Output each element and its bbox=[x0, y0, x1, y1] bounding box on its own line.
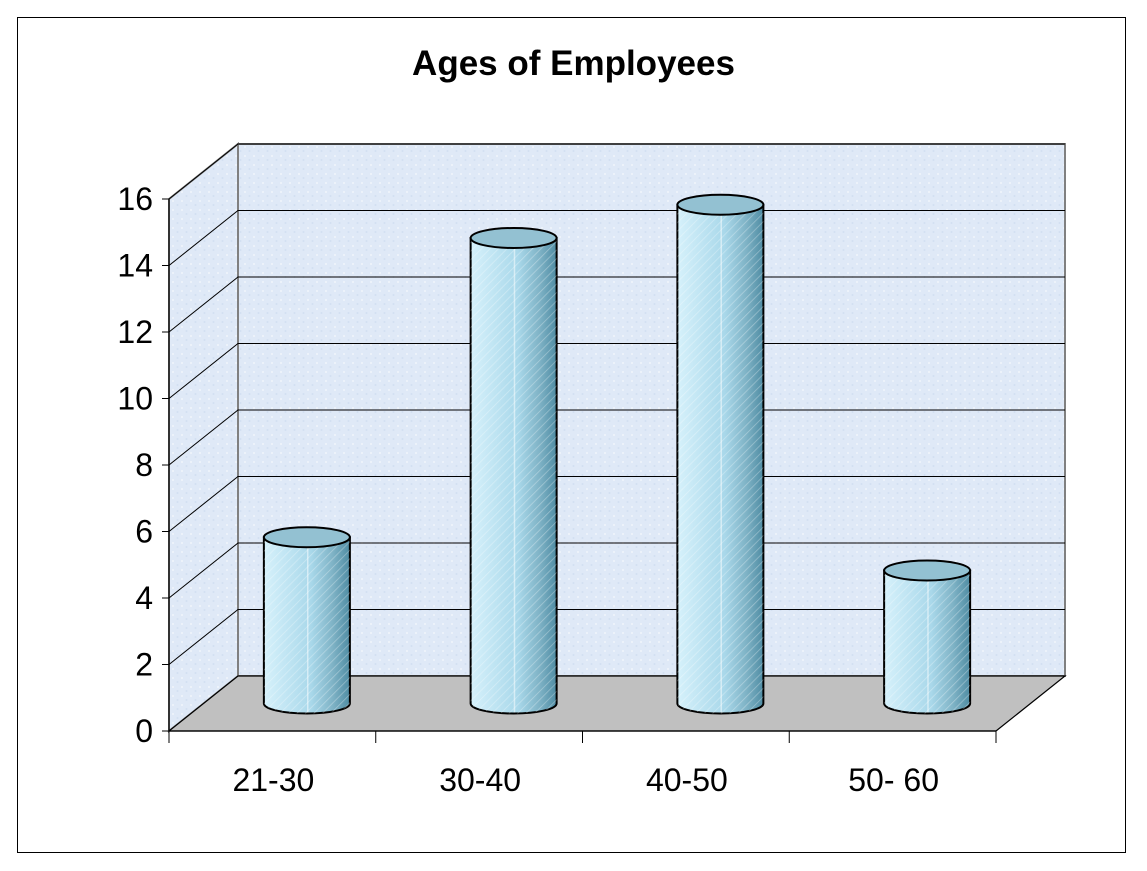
y-tick-label: 10 bbox=[117, 381, 153, 417]
x-tick-label: 21-30 bbox=[232, 762, 314, 798]
y-tick-label: 0 bbox=[135, 713, 153, 749]
bar-hatch bbox=[884, 570, 971, 714]
bar bbox=[262, 526, 351, 715]
gridline bbox=[168, 143, 1065, 200]
bar-top bbox=[676, 193, 765, 216]
y-tick-label: 14 bbox=[117, 248, 153, 284]
bar bbox=[883, 559, 972, 715]
bar bbox=[676, 193, 765, 715]
x-tick-label: 30-40 bbox=[439, 762, 521, 798]
y-tick-label: 16 bbox=[117, 181, 153, 217]
bar-hatch bbox=[677, 204, 764, 714]
bar bbox=[469, 227, 558, 715]
bar-top bbox=[262, 526, 351, 549]
gridline bbox=[168, 343, 1065, 399]
bar-top bbox=[469, 227, 558, 249]
y-tick-label: 8 bbox=[135, 447, 153, 483]
chart-title: Ages of Employees bbox=[412, 44, 735, 83]
y-tick-label: 12 bbox=[117, 314, 153, 350]
gridline bbox=[168, 409, 1065, 466]
bar-top bbox=[883, 559, 972, 582]
x-tick-label: 50- 60 bbox=[848, 762, 939, 798]
gridline bbox=[168, 476, 1065, 532]
y-tick-label: 2 bbox=[135, 647, 153, 683]
bar-hatch bbox=[470, 238, 557, 714]
bar-hatch bbox=[263, 537, 350, 714]
y-tick-label: 6 bbox=[135, 514, 153, 550]
y-tick-label: 4 bbox=[135, 580, 153, 616]
gridline bbox=[168, 542, 1065, 599]
gridline bbox=[168, 210, 1065, 266]
gridline bbox=[168, 276, 1065, 333]
x-tick-label: 40-50 bbox=[646, 762, 728, 798]
gridline bbox=[168, 609, 1065, 665]
